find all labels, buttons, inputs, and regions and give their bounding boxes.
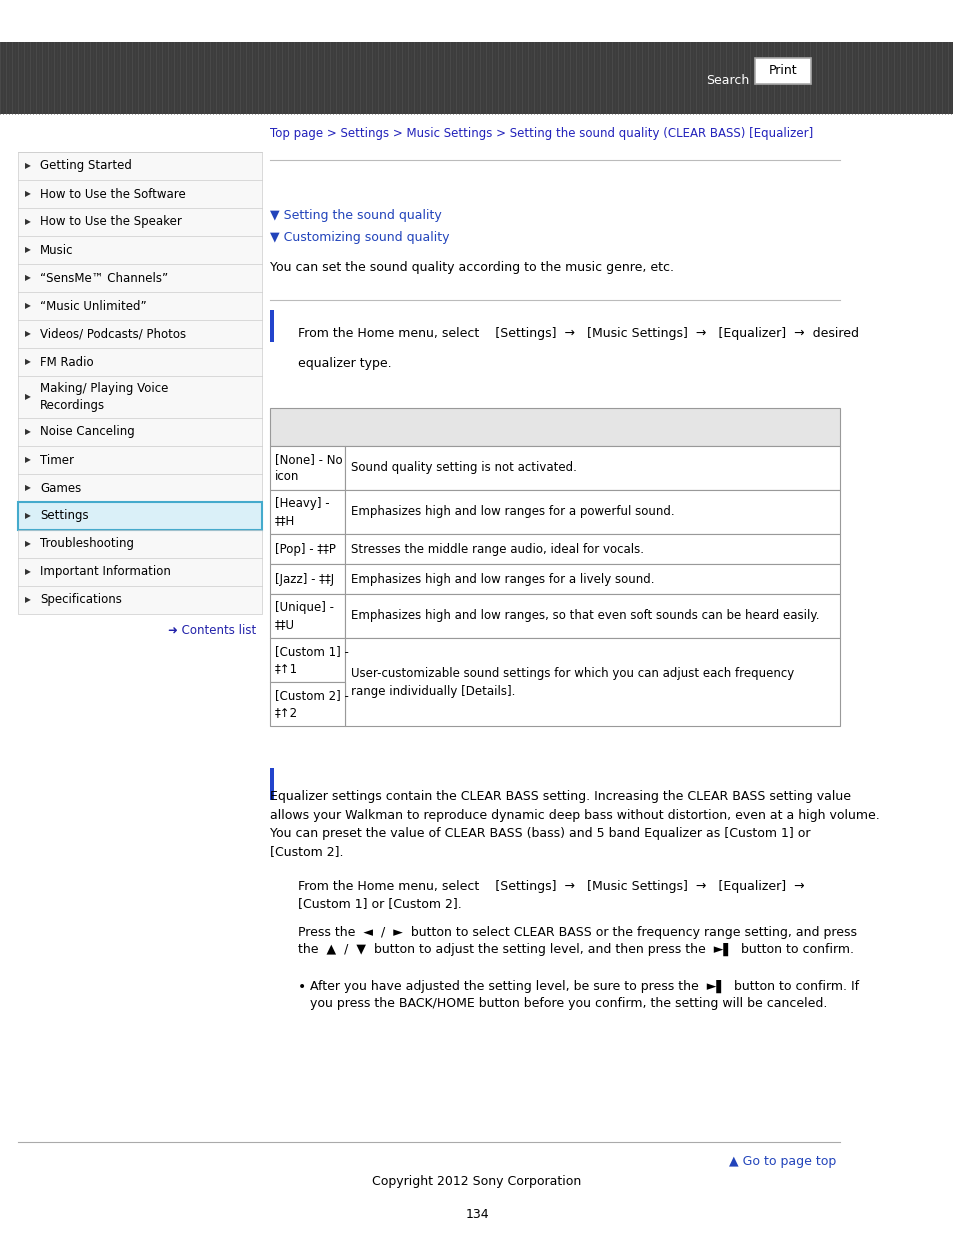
Bar <box>270 490 345 534</box>
Text: Videos/ Podcasts/ Photos: Videos/ Podcasts/ Photos <box>40 327 186 341</box>
Text: Getting Started: Getting Started <box>40 159 132 173</box>
Bar <box>18 152 262 614</box>
Text: Search: Search <box>705 74 748 86</box>
Text: ➜ Contents list: ➜ Contents list <box>168 624 255 636</box>
Text: FM Radio: FM Radio <box>40 356 93 368</box>
Text: ▶: ▶ <box>25 330 30 338</box>
Text: ▼ Customizing sound quality: ▼ Customizing sound quality <box>270 231 449 245</box>
Text: Specifications: Specifications <box>40 594 122 606</box>
Text: ▶: ▶ <box>25 511 30 520</box>
Bar <box>345 564 840 594</box>
Bar <box>345 534 840 564</box>
Text: ▶: ▶ <box>25 162 30 170</box>
Text: •: • <box>297 981 306 994</box>
Text: Equalizer settings contain the CLEAR BASS setting. Increasing the CLEAR BASS set: Equalizer settings contain the CLEAR BAS… <box>270 790 879 858</box>
Text: ▶: ▶ <box>25 189 30 199</box>
Text: From the Home menu, select    [Settings]  →   [Music Settings]  →   [Equalizer] : From the Home menu, select [Settings] → … <box>297 881 803 893</box>
Bar <box>0 42 953 114</box>
Text: ▶: ▶ <box>25 427 30 436</box>
Bar <box>345 490 840 534</box>
Text: ▶: ▶ <box>25 393 30 401</box>
Text: [Custom 1] or [Custom 2].: [Custom 1] or [Custom 2]. <box>297 897 461 910</box>
Text: After you have adjusted the setting level, be sure to press the  ►▌  button to c: After you have adjusted the setting leve… <box>310 981 859 993</box>
Text: ▲ Go to page top: ▲ Go to page top <box>728 1155 835 1168</box>
Text: ▼ Setting the sound quality: ▼ Setting the sound quality <box>270 209 441 221</box>
Text: User-customizable sound settings for which you can adjust each frequency
range i: User-customizable sound settings for whi… <box>351 667 794 698</box>
Text: From the Home menu, select    [Settings]  →   [Music Settings]  →   [Equalizer] : From the Home menu, select [Settings] → … <box>297 327 858 340</box>
Text: the  ▲  /  ▼  button to adjust the setting level, and then press the  ►▌  button: the ▲ / ▼ button to adjust the setting l… <box>297 944 853 956</box>
Text: you press the BACK/HOME button before you confirm, the setting will be canceled.: you press the BACK/HOME button before yo… <box>310 997 826 1010</box>
Text: [Jazz] - ‡‡J: [Jazz] - ‡‡J <box>274 573 334 585</box>
Text: Games: Games <box>40 482 81 494</box>
Text: Timer: Timer <box>40 453 74 467</box>
Text: ▶: ▶ <box>25 568 30 577</box>
Text: ▶: ▶ <box>25 301 30 310</box>
Text: ▶: ▶ <box>25 217 30 226</box>
Text: [Heavy] -
‡‡H: [Heavy] - ‡‡H <box>274 496 330 527</box>
Bar <box>270 682 345 726</box>
Bar <box>18 501 262 530</box>
Text: ▶: ▶ <box>25 595 30 604</box>
Text: Making/ Playing Voice
Recordings: Making/ Playing Voice Recordings <box>40 382 168 412</box>
Text: Troubleshooting: Troubleshooting <box>40 537 133 551</box>
Bar <box>270 310 274 342</box>
Text: ▶: ▶ <box>25 246 30 254</box>
Text: Press the  ◄  /  ►  button to select CLEAR BASS or the frequency range setting, : Press the ◄ / ► button to select CLEAR B… <box>297 926 856 939</box>
Text: Sound quality setting is not activated.: Sound quality setting is not activated. <box>351 462 577 474</box>
Text: 134: 134 <box>465 1209 488 1221</box>
Text: [Unique] -
‡‡U: [Unique] - ‡‡U <box>274 601 334 631</box>
Bar <box>270 534 345 564</box>
Text: equalizer type.: equalizer type. <box>297 357 392 370</box>
Text: Top page > Settings > Music Settings > Setting the sound quality (CLEAR BASS) [E: Top page > Settings > Music Settings > S… <box>270 126 812 140</box>
Bar <box>270 638 345 682</box>
Bar <box>270 446 345 490</box>
Text: Emphasizes high and low ranges for a lively sound.: Emphasizes high and low ranges for a liv… <box>351 573 654 585</box>
Text: Music: Music <box>40 243 73 257</box>
Text: [Custom 1] -
‡↑1: [Custom 1] - ‡↑1 <box>274 645 349 676</box>
Text: Print: Print <box>768 64 797 78</box>
Text: “SensMe™ Channels”: “SensMe™ Channels” <box>40 272 168 284</box>
Text: [None] - No
icon: [None] - No icon <box>274 453 342 483</box>
Text: Emphasizes high and low ranges, so that even soft sounds can be heard easily.: Emphasizes high and low ranges, so that … <box>351 610 819 622</box>
Bar <box>345 446 840 490</box>
Text: ▶: ▶ <box>25 273 30 283</box>
Text: ▶: ▶ <box>25 483 30 493</box>
Text: Important Information: Important Information <box>40 566 171 578</box>
Bar <box>345 594 840 638</box>
Text: Stresses the middle range audio, ideal for vocals.: Stresses the middle range audio, ideal f… <box>351 542 643 556</box>
Text: [Custom 2] -
‡↑2: [Custom 2] - ‡↑2 <box>274 689 349 719</box>
Text: ▶: ▶ <box>25 357 30 367</box>
Bar <box>270 594 345 638</box>
Text: [Pop] - ‡‡P: [Pop] - ‡‡P <box>274 542 335 556</box>
Text: Settings: Settings <box>40 510 89 522</box>
Text: Emphasizes high and low ranges for a powerful sound.: Emphasizes high and low ranges for a pow… <box>351 505 674 519</box>
Text: ▶: ▶ <box>25 456 30 464</box>
Bar <box>270 408 840 446</box>
Bar <box>345 638 840 726</box>
Bar <box>754 58 810 84</box>
Text: You can set the sound quality according to the music genre, etc.: You can set the sound quality according … <box>270 262 673 274</box>
Bar <box>270 564 345 594</box>
Text: ▶: ▶ <box>25 540 30 548</box>
Text: How to Use the Software: How to Use the Software <box>40 188 186 200</box>
Text: How to Use the Speaker: How to Use the Speaker <box>40 215 182 228</box>
Bar <box>270 768 274 800</box>
Text: Copyright 2012 Sony Corporation: Copyright 2012 Sony Corporation <box>372 1176 581 1188</box>
Text: Noise Canceling: Noise Canceling <box>40 426 134 438</box>
Text: “Music Unlimited”: “Music Unlimited” <box>40 300 147 312</box>
